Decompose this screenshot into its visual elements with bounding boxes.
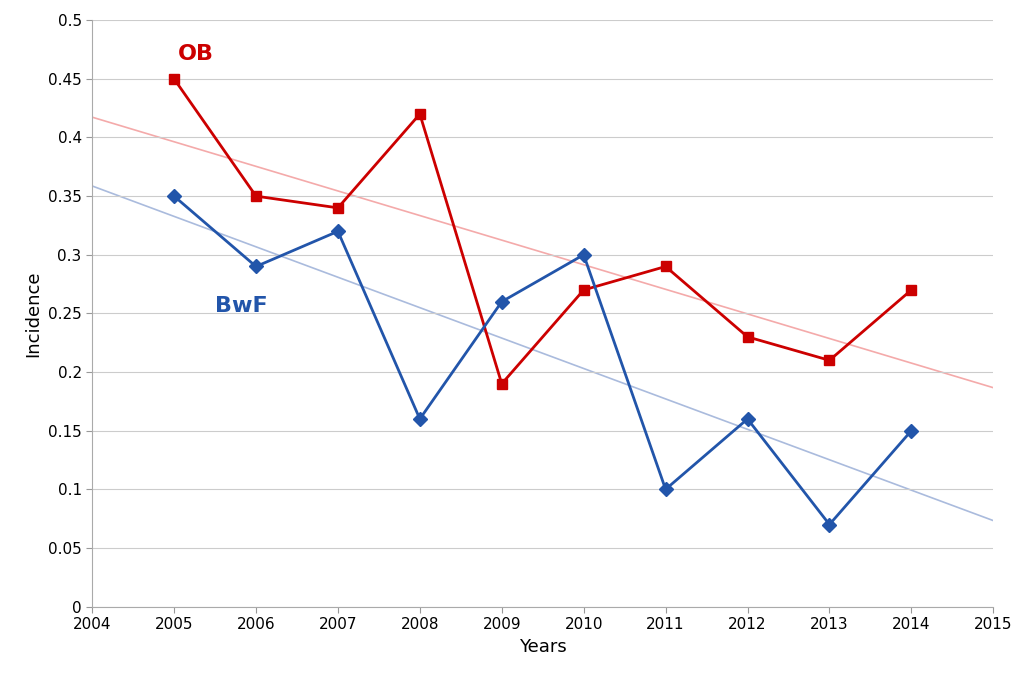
Y-axis label: Incidence: Incidence [25, 270, 42, 357]
X-axis label: Years: Years [519, 638, 566, 656]
Text: BwF: BwF [215, 296, 267, 316]
Text: OB: OB [178, 44, 214, 63]
